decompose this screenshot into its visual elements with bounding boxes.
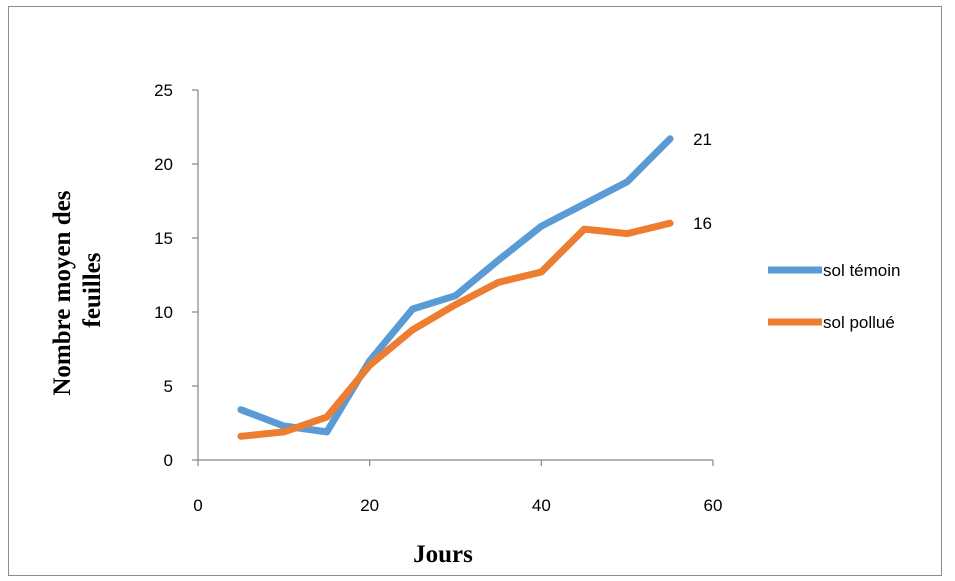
y-axis-title: Nombre moyen des feuilles xyxy=(49,184,106,395)
x-axis-title: Jours xyxy=(413,541,473,568)
y-axis-title-line-1: Nombre moyen des xyxy=(49,190,76,395)
y-tick-label: 15 xyxy=(154,229,173,248)
y-axis-title-line-2: feuilles xyxy=(79,252,106,327)
series-line-2 xyxy=(237,219,674,440)
series-line-1 xyxy=(237,135,674,436)
y-tick-label: 0 xyxy=(164,451,173,470)
legend-label-2: sol pollué xyxy=(823,313,895,332)
data-labels: 21 16 xyxy=(693,130,712,233)
data-label-2: 16 xyxy=(693,214,712,233)
x-tick-label: 0 xyxy=(193,496,202,515)
y-tick-label: 25 xyxy=(154,81,173,100)
legend: sol témoin sol pollué xyxy=(768,261,900,332)
legend-label-1: sol témoin xyxy=(823,261,900,280)
x-tick-label: 20 xyxy=(360,496,379,515)
y-tick-label: 5 xyxy=(164,377,173,396)
y-tick-label: 20 xyxy=(154,155,173,174)
x-tick-label: 40 xyxy=(532,496,551,515)
tick-labels: 0 5 10 15 20 25 0 20 40 60 xyxy=(154,81,722,515)
x-tick-label: 60 xyxy=(704,496,723,515)
data-label-1: 21 xyxy=(693,130,712,149)
series-lines xyxy=(237,135,674,440)
y-tick-label: 10 xyxy=(154,303,173,322)
axes xyxy=(192,89,714,466)
